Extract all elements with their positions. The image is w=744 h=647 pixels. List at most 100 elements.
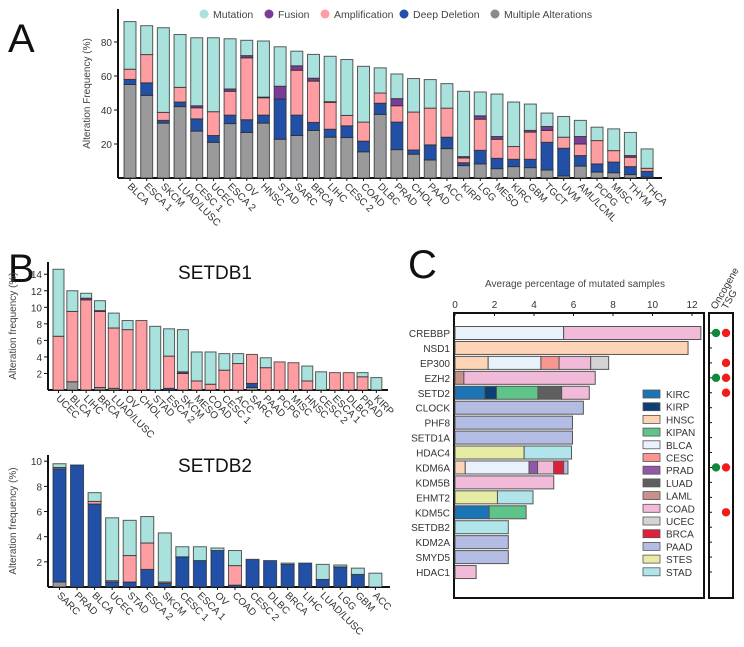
bar-segment-deep-deletion bbox=[123, 78, 137, 86]
bar-segment-deep-deletion bbox=[607, 161, 621, 174]
tsg-dot bbox=[721, 373, 731, 383]
bar-segment-deep-deletion bbox=[273, 98, 287, 140]
bar-segment-amplification bbox=[107, 327, 120, 389]
bar-segment-mutation bbox=[232, 353, 245, 365]
legend-swatch-kipan bbox=[642, 427, 661, 437]
bar-segment-mutation bbox=[256, 40, 270, 98]
bar-segment-hnsc bbox=[454, 460, 466, 475]
bar-segment-multiple-alterations bbox=[123, 84, 137, 179]
bar-segment-deep-deletion bbox=[157, 582, 172, 588]
bar-segment-luad bbox=[537, 385, 563, 400]
legend-label-prad: PRAD bbox=[666, 466, 694, 477]
legend-label-laml: LAML bbox=[666, 492, 693, 503]
bar-segment-deep-deletion bbox=[333, 566, 348, 588]
bar-segment-amplification bbox=[507, 146, 521, 160]
x-tick-label: 8 bbox=[610, 300, 616, 311]
legend-multiple-marker bbox=[490, 9, 500, 19]
bar-segment-multiple-alterations bbox=[423, 159, 437, 179]
x-tick-label: GBM bbox=[353, 590, 377, 614]
legend-mutation-marker bbox=[199, 9, 209, 19]
legend-swatch-brca bbox=[642, 529, 661, 539]
bar-segment-deep-deletion bbox=[140, 568, 155, 588]
bar-segment-multiple-alterations bbox=[290, 135, 304, 179]
bar-segment-amplification bbox=[122, 555, 137, 583]
bar-segment-multiple-alterations bbox=[623, 174, 637, 179]
bar-segment-deep-deletion bbox=[350, 573, 365, 588]
setdb1-title: SETDB1 bbox=[178, 263, 252, 284]
bar-segment-kirc bbox=[454, 385, 486, 400]
gene-label: SETD1A bbox=[411, 434, 450, 445]
bar-segment-hnsc bbox=[454, 340, 689, 355]
bar-segment-mutation bbox=[107, 312, 120, 329]
bar-segment-coad bbox=[454, 565, 477, 580]
bar-segment-multiple-alterations bbox=[156, 122, 170, 179]
bar-segment-multiple-alterations bbox=[256, 122, 270, 179]
bar-segment-deep-deletion bbox=[190, 118, 204, 132]
bar-segment-mutation bbox=[105, 517, 120, 582]
panel-label-c: C bbox=[408, 243, 437, 287]
bar-segment-coad bbox=[537, 460, 555, 475]
oncogene-dot bbox=[711, 463, 721, 472]
bar-segment-coad bbox=[463, 370, 596, 385]
bar-segment-mutation bbox=[228, 550, 242, 567]
bar-segment-deep-deletion bbox=[210, 550, 225, 588]
bar-segment-amplification bbox=[287, 362, 300, 391]
bar-segment-amplification bbox=[218, 369, 231, 391]
bar-segment-mutation bbox=[356, 372, 369, 378]
bar-segment-mutation bbox=[121, 320, 134, 331]
x-tick-label: 10 bbox=[647, 300, 659, 311]
legend-label-kirp: KIRP bbox=[666, 403, 690, 414]
bar-segment-deep-deletion bbox=[473, 149, 487, 165]
gene-label: KDM5B bbox=[416, 478, 451, 489]
bar-segment-mutation bbox=[507, 101, 521, 148]
bar-segment-paad bbox=[454, 415, 574, 430]
legend-deep-deletion-marker bbox=[399, 9, 409, 19]
bar-segment-mutation bbox=[190, 351, 203, 382]
y-tick-label: 6 bbox=[36, 336, 42, 347]
bar-segment-fusion bbox=[290, 65, 304, 71]
bar-segment-amplification bbox=[306, 80, 320, 123]
bar-segment-mutation bbox=[640, 148, 654, 169]
bar-segment-amplification bbox=[190, 107, 204, 120]
gene-label: HDAC1 bbox=[416, 568, 450, 579]
legend-amplification-marker bbox=[320, 9, 330, 19]
bar-segment-fusion bbox=[573, 136, 587, 145]
bar-segment-deep-deletion bbox=[540, 141, 554, 171]
bar-segment-mutation bbox=[240, 39, 254, 57]
bar-segment-mutation bbox=[315, 371, 328, 391]
tsg-dot bbox=[721, 328, 731, 338]
gene-label: KDM5C bbox=[415, 508, 450, 519]
bar-segment-mutation bbox=[87, 492, 102, 502]
bar-segment-amplification bbox=[340, 114, 354, 127]
bar-segment-deep-deletion bbox=[306, 121, 320, 131]
bar-segment-deep-deletion bbox=[390, 121, 404, 151]
bar-segment-amplification bbox=[373, 92, 387, 104]
legend-a: Mutation Fusion Amplification Deep Delet… bbox=[199, 9, 592, 21]
bar-segment-deep-deletion bbox=[557, 147, 571, 177]
bar-segment-multiple-alterations bbox=[306, 129, 320, 179]
bar-segment-mutation bbox=[315, 563, 330, 580]
bar-segment-mutation bbox=[540, 112, 554, 127]
bar-segment-mutation bbox=[340, 59, 354, 116]
bar-segment-multiple-alterations bbox=[373, 113, 387, 179]
legend-swatch-prad bbox=[642, 465, 661, 475]
bar-segment-deep-deletion bbox=[573, 155, 587, 167]
plot-frame bbox=[453, 312, 705, 599]
bar-segment-mutation bbox=[210, 547, 225, 552]
panel-label-b: B bbox=[8, 247, 35, 291]
bar-segment-blca bbox=[487, 355, 542, 370]
bar-segment-mutation bbox=[473, 91, 487, 117]
legend-swatch-stes bbox=[642, 554, 661, 564]
bar-segment-amplification bbox=[407, 111, 421, 151]
legend-label-cesc: CESC bbox=[666, 454, 694, 465]
bar-segment-deep-deletion bbox=[357, 140, 371, 153]
y-tick-label: 10 bbox=[31, 303, 43, 314]
setdb2-title: SETDB2 bbox=[178, 456, 252, 477]
bar-segment-deep-deletion bbox=[175, 556, 190, 588]
bar-segment-mutation bbox=[590, 126, 604, 142]
y-tick-label: 12 bbox=[31, 287, 43, 298]
bar-segment-multiple-alterations bbox=[540, 169, 554, 179]
bar-segment-deep-deletion bbox=[87, 503, 102, 588]
